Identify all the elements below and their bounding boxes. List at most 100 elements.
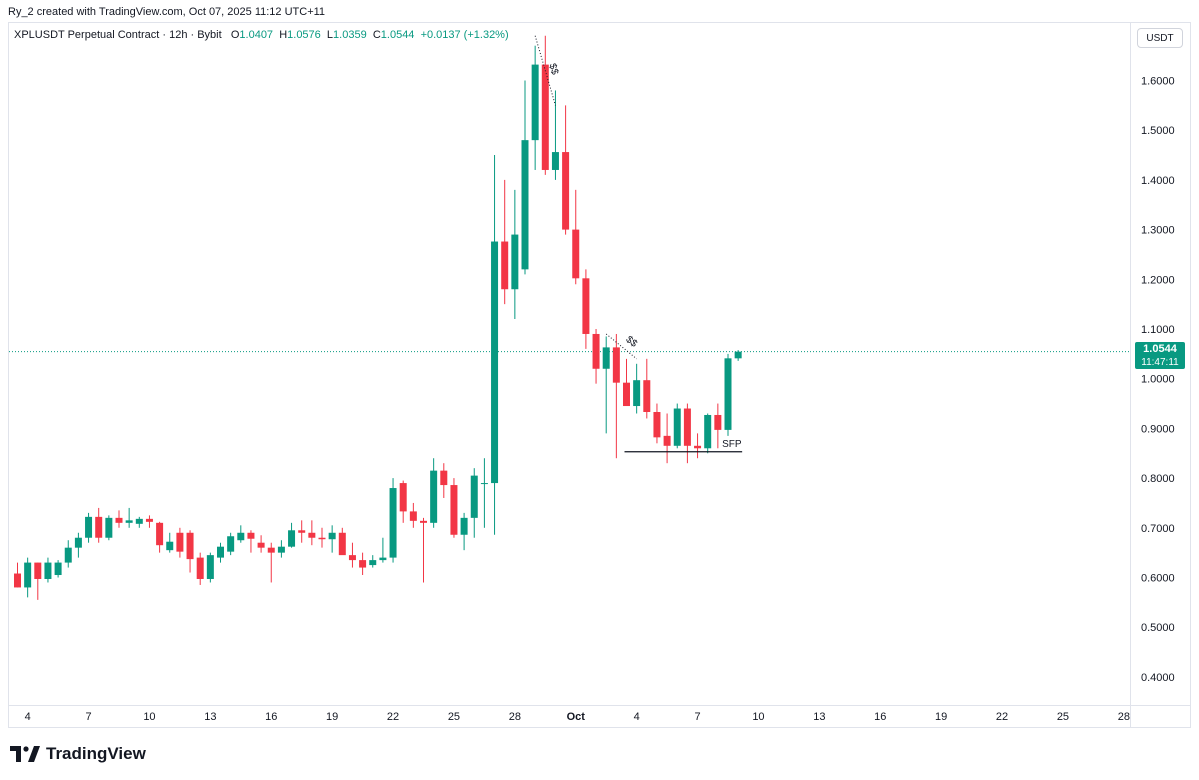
candle-body — [369, 560, 377, 566]
candle-body — [44, 562, 52, 579]
x-tick-label: 28 — [509, 711, 521, 723]
y-tick-label: 0.7000 — [1141, 523, 1175, 535]
candle-body — [460, 517, 468, 535]
x-tick-label: 10 — [752, 711, 764, 723]
x-tick-label: 13 — [813, 711, 825, 723]
candle-body — [643, 380, 651, 412]
candle-body — [186, 532, 194, 560]
candle-body — [277, 546, 285, 553]
candle-body — [734, 351, 742, 359]
x-tick-label: 13 — [204, 711, 216, 723]
y-tick-label: 1.6000 — [1141, 76, 1175, 88]
trendline-annotation — [605, 333, 637, 360]
candle-body — [135, 518, 143, 524]
x-tick-label: 7 — [694, 711, 700, 723]
x-tick-label: 16 — [265, 711, 277, 723]
x-tick-label: 16 — [874, 711, 886, 723]
candle-body — [491, 241, 499, 484]
annotation-label: $$ — [624, 334, 640, 350]
candle-body — [105, 517, 113, 538]
candle-body — [480, 483, 488, 485]
candle-body — [389, 488, 397, 558]
x-tick-label: 19 — [326, 711, 338, 723]
close-value: 1.0544 — [380, 29, 415, 41]
trendline-annotation — [534, 35, 556, 106]
candle-body — [237, 532, 245, 541]
candle-body — [125, 520, 133, 523]
candle-body — [612, 347, 620, 383]
y-tick-label: 1.1000 — [1141, 324, 1175, 336]
annotation-label: $$ — [546, 62, 560, 76]
candle-body — [115, 517, 123, 523]
last-price: 1.0544 — [1143, 343, 1177, 355]
x-tick-label: 7 — [85, 711, 91, 723]
candle-body — [572, 229, 580, 279]
y-tick-label: 0.4000 — [1141, 672, 1175, 684]
y-tick-label: 1.5000 — [1141, 125, 1175, 137]
candle-body — [551, 152, 559, 170]
candle-body — [64, 547, 72, 563]
candle-body — [714, 414, 722, 430]
candle-body — [156, 522, 164, 546]
candle-body — [74, 537, 82, 548]
candle-body — [511, 234, 519, 290]
y-tick-label: 0.9000 — [1141, 423, 1175, 435]
candle-body — [592, 333, 600, 369]
candle-body — [602, 347, 610, 369]
x-tick-label: 4 — [25, 711, 31, 723]
candle-body — [673, 408, 681, 446]
candle-body — [95, 516, 103, 538]
currency-selector[interactable]: USDT — [1137, 28, 1183, 48]
tradingview-brand[interactable]: TradingView — [10, 744, 146, 764]
candle-body — [318, 537, 326, 540]
candle-body — [582, 278, 590, 334]
candle-body — [704, 414, 712, 449]
candle-body — [562, 152, 570, 230]
candle-body — [338, 532, 346, 556]
y-tick-label: 1.4000 — [1141, 175, 1175, 187]
candle-body — [34, 562, 42, 579]
x-tick-label: 28 — [1118, 711, 1130, 723]
y-tick-label: 0.6000 — [1141, 573, 1175, 585]
brand-name: TradingView — [46, 744, 146, 763]
candle-body — [227, 536, 235, 552]
candle-body — [724, 358, 732, 430]
y-tick-label: 1.2000 — [1141, 274, 1175, 286]
candle-body — [623, 382, 630, 407]
bar-countdown: 11:47:11 — [1141, 357, 1179, 368]
candle-body — [683, 408, 691, 446]
low-value: 1.0359 — [333, 29, 367, 41]
candle-body — [694, 445, 702, 449]
candle-body — [328, 532, 336, 540]
candle-body — [206, 555, 214, 579]
candle-body — [420, 520, 427, 523]
candle-body — [247, 532, 255, 539]
x-tick-label: 22 — [387, 711, 399, 723]
candle-body — [430, 470, 438, 523]
open-label: O — [230, 29, 240, 41]
candle-body — [196, 557, 204, 579]
candle-body — [308, 532, 316, 538]
candle-body — [541, 64, 549, 170]
candle-body — [663, 435, 671, 446]
candle-body — [653, 411, 661, 438]
symbol-name[interactable]: XPLUSDT Perpetual Contract · 12h · Bybit — [14, 29, 222, 41]
change-value: +0.0137 (+1.32%) — [420, 29, 509, 41]
y-tick-label: 0.8000 — [1141, 473, 1175, 485]
open-value: 1.0407 — [239, 29, 274, 41]
chart-frame — [8, 22, 1191, 728]
candle-body — [409, 511, 417, 521]
x-tick-label: 4 — [634, 711, 640, 723]
candle-body — [267, 547, 275, 553]
candle-body — [288, 530, 296, 547]
candle-body — [501, 241, 509, 290]
y-tick-label: 0.5000 — [1141, 622, 1175, 634]
candle-body — [54, 562, 62, 576]
candle-body — [521, 140, 529, 270]
symbol-legend: XPLUSDT Perpetual Contract · 12h · Bybit… — [14, 29, 509, 41]
candle-body — [217, 546, 224, 558]
candle-body — [145, 518, 153, 522]
high-label: H — [279, 29, 288, 41]
candle-body — [24, 562, 32, 588]
